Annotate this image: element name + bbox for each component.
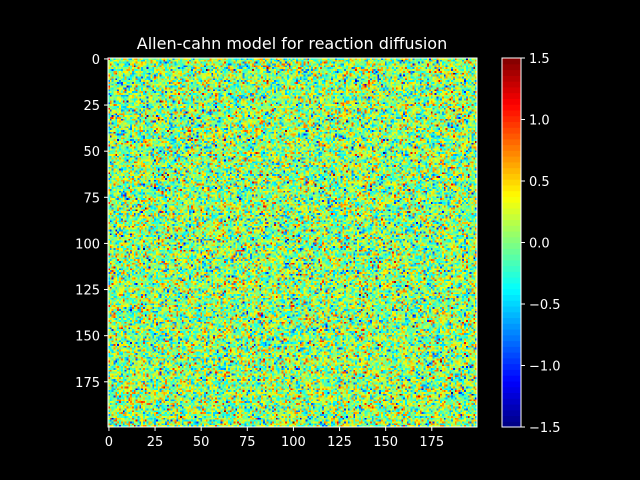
x-tick-label: 75 [239, 435, 256, 450]
x-tick-label: 50 [193, 435, 210, 450]
plot-frame [107, 57, 478, 428]
colorbar-band [502, 179, 521, 186]
colorbar-band [502, 230, 521, 238]
colorbar-band [502, 173, 521, 180]
colorbar-band [502, 156, 521, 163]
colorbar-band [502, 92, 521, 99]
colorbar-band [502, 265, 521, 272]
x-axis: 0 25 50 75 100 125 150 175 [105, 427, 444, 450]
chart-title: Allen-cahn model for reaction diffusion [137, 34, 447, 53]
colorbar-band [502, 58, 521, 65]
colorbar-band [502, 213, 521, 221]
x-tick-label: 125 [327, 435, 352, 450]
colorbar-band [502, 340, 521, 347]
colorbar-band [502, 305, 521, 313]
colorbar-band [502, 386, 521, 394]
colorbar-band [502, 294, 521, 301]
colorbar-band [502, 254, 521, 261]
y-tick-label: 75 [83, 191, 100, 206]
y-axis: 0 25 50 75 100 125 150 175 [75, 53, 108, 391]
colorbar-band [502, 277, 521, 284]
colorbar-band [502, 421, 521, 428]
x-tick-label: 25 [147, 435, 164, 450]
x-tick-label: 100 [281, 435, 306, 450]
colorbar-band [502, 75, 521, 82]
colorbar-band [502, 363, 521, 370]
colorbar-band [502, 403, 521, 411]
colorbar-band [502, 311, 521, 319]
colorbar-tick-label: −1.5 [529, 421, 561, 436]
colorbar-band [502, 190, 521, 197]
colorbar-band [502, 81, 521, 88]
x-tick-label: 0 [105, 435, 113, 450]
colorbar-band [502, 328, 521, 336]
colorbar-band [502, 115, 521, 123]
colorbar-band [502, 392, 521, 399]
colorbar [502, 58, 521, 428]
colorbar-band [502, 242, 521, 249]
colorbar-band [502, 236, 521, 244]
heatmap [108, 58, 477, 427]
colorbar-band [502, 248, 521, 255]
colorbar-band [502, 380, 521, 388]
colorbar-band [502, 104, 521, 111]
colorbar-band [502, 63, 521, 71]
colorbar-band [502, 202, 521, 209]
colorbar-band [502, 69, 521, 76]
colorbar-tick-label: 1.5 [529, 52, 550, 67]
y-tick-label: 125 [75, 284, 100, 299]
y-tick-label: 50 [83, 145, 100, 160]
colorbar-band [502, 398, 521, 405]
y-tick-label: 25 [83, 99, 100, 114]
colorbar-band [502, 86, 521, 94]
colorbar-band [502, 357, 521, 365]
colorbar-band [502, 282, 521, 290]
colorbar-band [502, 121, 521, 128]
x-tick-label: 150 [373, 435, 398, 450]
colorbar-band [502, 184, 521, 192]
colorbar-band [502, 288, 521, 295]
colorbar-tick-label: 0.0 [529, 237, 550, 252]
y-tick-label: 100 [75, 237, 100, 252]
colorbar-band [502, 109, 521, 117]
colorbar-band [502, 127, 521, 134]
colorbar-band [502, 167, 521, 174]
colorbar-band [502, 375, 521, 382]
colorbar-band [502, 144, 521, 151]
x-tick-label: 175 [419, 435, 444, 450]
colorbar-band [502, 409, 521, 417]
colorbar-band [502, 415, 521, 422]
colorbar-band [502, 161, 521, 169]
colorbar-band [502, 346, 521, 353]
colorbar-tick-label: −1.0 [529, 360, 561, 375]
colorbar-band [502, 300, 521, 307]
colorbar-tick-label: 1.0 [529, 114, 550, 129]
heatmap-image [108, 58, 477, 427]
colorbar-band [502, 334, 521, 342]
colorbar-band [502, 196, 521, 203]
colorbar-band [502, 207, 521, 215]
colorbar-band [502, 259, 521, 267]
colorbar-axis: 1.5 1.0 0.5 0.0 −0.5 −1.0 −1.5 [521, 52, 561, 436]
colorbar-band [502, 132, 521, 140]
colorbar-band [502, 98, 521, 105]
colorbar-band [502, 352, 521, 359]
colorbar-band [502, 317, 521, 324]
colorbar-tick-label: 0.5 [529, 175, 550, 190]
colorbar-band [502, 138, 521, 146]
colorbar-band [502, 323, 521, 330]
colorbar-band [502, 219, 521, 226]
y-tick-label: 0 [92, 53, 100, 68]
colorbar-band [502, 369, 521, 376]
colorbar-band [502, 225, 521, 232]
colorbar-band [502, 150, 521, 157]
y-tick-label: 150 [75, 330, 100, 345]
colorbar-band [502, 271, 521, 278]
colorbar-tick-label: −0.5 [529, 298, 561, 313]
y-tick-label: 175 [75, 376, 100, 391]
